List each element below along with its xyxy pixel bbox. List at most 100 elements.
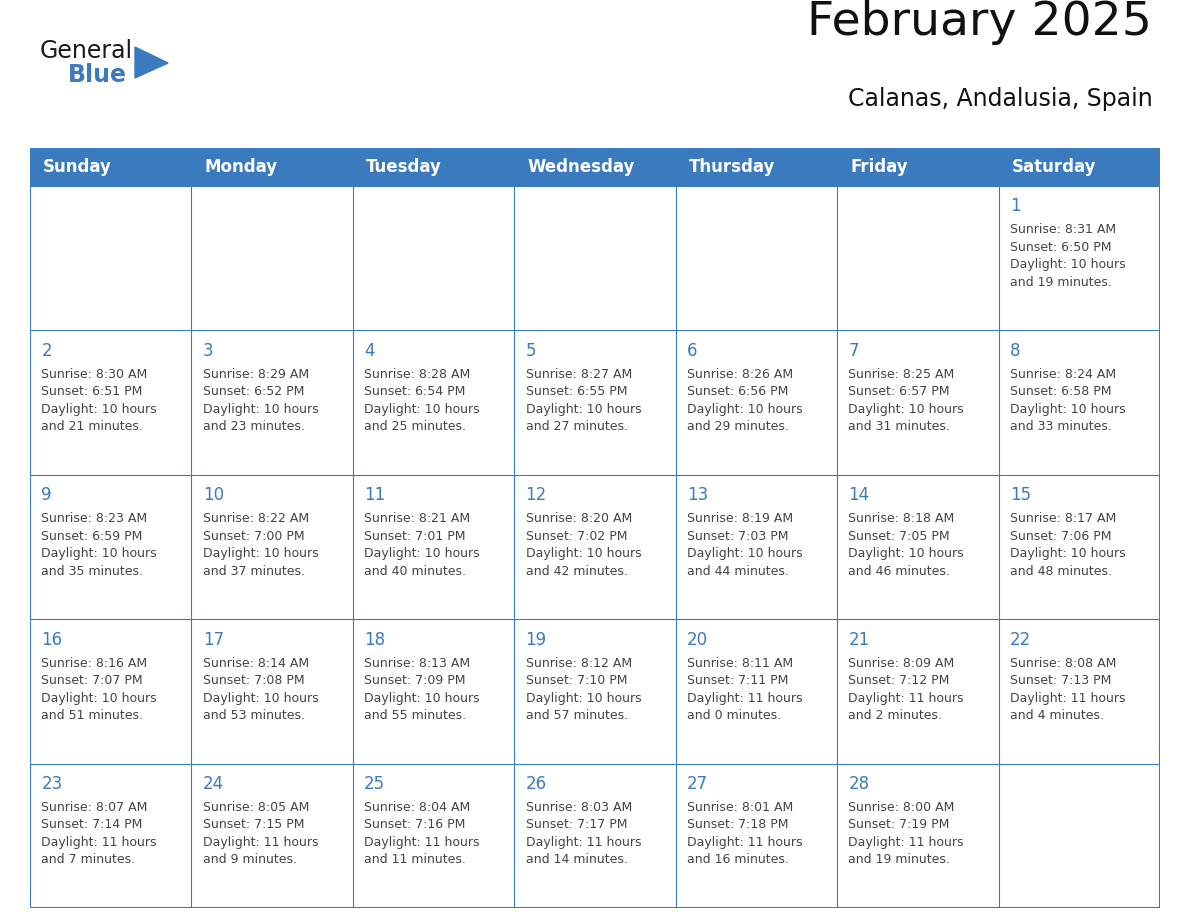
Text: Sunrise: 8:20 AM
Sunset: 7:02 PM
Daylight: 10 hours
and 42 minutes.: Sunrise: 8:20 AM Sunset: 7:02 PM Dayligh… (525, 512, 642, 577)
Text: Sunrise: 8:13 AM
Sunset: 7:09 PM
Daylight: 10 hours
and 55 minutes.: Sunrise: 8:13 AM Sunset: 7:09 PM Dayligh… (365, 656, 480, 722)
Text: 27: 27 (687, 775, 708, 793)
Bar (191, 186, 353, 330)
Bar (353, 620, 514, 764)
Bar (191, 475, 353, 620)
Text: February 2025: February 2025 (808, 0, 1152, 45)
Bar (353, 475, 514, 620)
Bar (838, 330, 999, 475)
Text: 10: 10 (203, 487, 223, 504)
Text: Sunrise: 8:16 AM
Sunset: 7:07 PM
Daylight: 10 hours
and 51 minutes.: Sunrise: 8:16 AM Sunset: 7:07 PM Dayligh… (42, 656, 157, 722)
Text: Sunrise: 8:23 AM
Sunset: 6:59 PM
Daylight: 10 hours
and 35 minutes.: Sunrise: 8:23 AM Sunset: 6:59 PM Dayligh… (42, 512, 157, 577)
Bar (191, 148, 353, 186)
Text: 25: 25 (365, 775, 385, 793)
Bar (838, 764, 999, 908)
Bar (30, 186, 191, 330)
Text: Sunrise: 8:07 AM
Sunset: 7:14 PM
Daylight: 11 hours
and 7 minutes.: Sunrise: 8:07 AM Sunset: 7:14 PM Dayligh… (42, 801, 157, 867)
Text: Blue: Blue (68, 63, 127, 87)
Text: 12: 12 (525, 487, 546, 504)
Bar (838, 148, 999, 186)
Text: Sunrise: 8:29 AM
Sunset: 6:52 PM
Daylight: 10 hours
and 23 minutes.: Sunrise: 8:29 AM Sunset: 6:52 PM Dayligh… (203, 368, 318, 433)
Text: 2: 2 (42, 341, 52, 360)
Text: 1: 1 (1010, 197, 1020, 216)
Text: 26: 26 (525, 775, 546, 793)
Bar (353, 330, 514, 475)
Text: 15: 15 (1010, 487, 1031, 504)
Bar (676, 186, 838, 330)
Text: Sunrise: 8:09 AM
Sunset: 7:12 PM
Daylight: 11 hours
and 2 minutes.: Sunrise: 8:09 AM Sunset: 7:12 PM Dayligh… (848, 656, 963, 722)
Text: 17: 17 (203, 631, 223, 649)
Text: 9: 9 (42, 487, 52, 504)
Bar (514, 475, 676, 620)
Bar (30, 148, 191, 186)
Text: Sunrise: 8:24 AM
Sunset: 6:58 PM
Daylight: 10 hours
and 33 minutes.: Sunrise: 8:24 AM Sunset: 6:58 PM Dayligh… (1010, 368, 1125, 433)
Text: 23: 23 (42, 775, 63, 793)
Text: 18: 18 (365, 631, 385, 649)
Bar (514, 330, 676, 475)
Text: Sunrise: 8:18 AM
Sunset: 7:05 PM
Daylight: 10 hours
and 46 minutes.: Sunrise: 8:18 AM Sunset: 7:05 PM Dayligh… (848, 512, 965, 577)
Text: Sunrise: 8:05 AM
Sunset: 7:15 PM
Daylight: 11 hours
and 9 minutes.: Sunrise: 8:05 AM Sunset: 7:15 PM Dayligh… (203, 801, 318, 867)
Bar (30, 620, 191, 764)
Text: 11: 11 (365, 487, 385, 504)
Bar (676, 620, 838, 764)
Bar (999, 764, 1159, 908)
Text: 5: 5 (525, 341, 536, 360)
Text: 3: 3 (203, 341, 214, 360)
Bar (514, 620, 676, 764)
Text: 14: 14 (848, 487, 870, 504)
Text: General: General (40, 39, 133, 63)
Text: Sunrise: 8:31 AM
Sunset: 6:50 PM
Daylight: 10 hours
and 19 minutes.: Sunrise: 8:31 AM Sunset: 6:50 PM Dayligh… (1010, 223, 1125, 289)
Bar (999, 330, 1159, 475)
Bar (30, 764, 191, 908)
Bar (999, 186, 1159, 330)
Bar (353, 148, 514, 186)
Text: Sunrise: 8:26 AM
Sunset: 6:56 PM
Daylight: 10 hours
and 29 minutes.: Sunrise: 8:26 AM Sunset: 6:56 PM Dayligh… (687, 368, 803, 433)
Bar (676, 148, 838, 186)
Text: 4: 4 (365, 341, 374, 360)
Bar (676, 764, 838, 908)
Text: 28: 28 (848, 775, 870, 793)
Text: Sunrise: 8:00 AM
Sunset: 7:19 PM
Daylight: 11 hours
and 19 minutes.: Sunrise: 8:00 AM Sunset: 7:19 PM Dayligh… (848, 801, 963, 867)
Text: 19: 19 (525, 631, 546, 649)
Text: 16: 16 (42, 631, 63, 649)
Bar (838, 620, 999, 764)
Text: Saturday: Saturday (1011, 158, 1097, 176)
Text: Thursday: Thursday (689, 158, 775, 176)
Bar (676, 475, 838, 620)
Text: 8: 8 (1010, 341, 1020, 360)
Text: 20: 20 (687, 631, 708, 649)
Bar (514, 186, 676, 330)
Bar (191, 764, 353, 908)
Bar (353, 764, 514, 908)
Bar (30, 475, 191, 620)
Text: Sunrise: 8:19 AM
Sunset: 7:03 PM
Daylight: 10 hours
and 44 minutes.: Sunrise: 8:19 AM Sunset: 7:03 PM Dayligh… (687, 512, 803, 577)
Text: 22: 22 (1010, 631, 1031, 649)
Text: Sunrise: 8:03 AM
Sunset: 7:17 PM
Daylight: 11 hours
and 14 minutes.: Sunrise: 8:03 AM Sunset: 7:17 PM Dayligh… (525, 801, 642, 867)
Text: Calanas, Andalusia, Spain: Calanas, Andalusia, Spain (847, 87, 1152, 111)
Bar (353, 186, 514, 330)
Bar (30, 330, 191, 475)
Text: 6: 6 (687, 341, 697, 360)
Text: Sunrise: 8:30 AM
Sunset: 6:51 PM
Daylight: 10 hours
and 21 minutes.: Sunrise: 8:30 AM Sunset: 6:51 PM Dayligh… (42, 368, 157, 433)
Bar (838, 475, 999, 620)
Text: Friday: Friday (851, 158, 908, 176)
Bar (191, 330, 353, 475)
Bar (999, 148, 1159, 186)
Text: Tuesday: Tuesday (366, 158, 442, 176)
Text: 13: 13 (687, 487, 708, 504)
Bar (838, 186, 999, 330)
Text: 21: 21 (848, 631, 870, 649)
Bar (676, 330, 838, 475)
Text: Monday: Monday (204, 158, 278, 176)
Text: Sunrise: 8:27 AM
Sunset: 6:55 PM
Daylight: 10 hours
and 27 minutes.: Sunrise: 8:27 AM Sunset: 6:55 PM Dayligh… (525, 368, 642, 433)
Bar (514, 148, 676, 186)
Bar (999, 475, 1159, 620)
Bar (999, 620, 1159, 764)
Text: Sunrise: 8:11 AM
Sunset: 7:11 PM
Daylight: 11 hours
and 0 minutes.: Sunrise: 8:11 AM Sunset: 7:11 PM Dayligh… (687, 656, 803, 722)
Bar (514, 764, 676, 908)
Text: Sunrise: 8:17 AM
Sunset: 7:06 PM
Daylight: 10 hours
and 48 minutes.: Sunrise: 8:17 AM Sunset: 7:06 PM Dayligh… (1010, 512, 1125, 577)
Text: Wednesday: Wednesday (527, 158, 634, 176)
Text: Sunrise: 8:01 AM
Sunset: 7:18 PM
Daylight: 11 hours
and 16 minutes.: Sunrise: 8:01 AM Sunset: 7:18 PM Dayligh… (687, 801, 803, 867)
Text: Sunrise: 8:14 AM
Sunset: 7:08 PM
Daylight: 10 hours
and 53 minutes.: Sunrise: 8:14 AM Sunset: 7:08 PM Dayligh… (203, 656, 318, 722)
Text: 7: 7 (848, 341, 859, 360)
Text: Sunrise: 8:28 AM
Sunset: 6:54 PM
Daylight: 10 hours
and 25 minutes.: Sunrise: 8:28 AM Sunset: 6:54 PM Dayligh… (365, 368, 480, 433)
